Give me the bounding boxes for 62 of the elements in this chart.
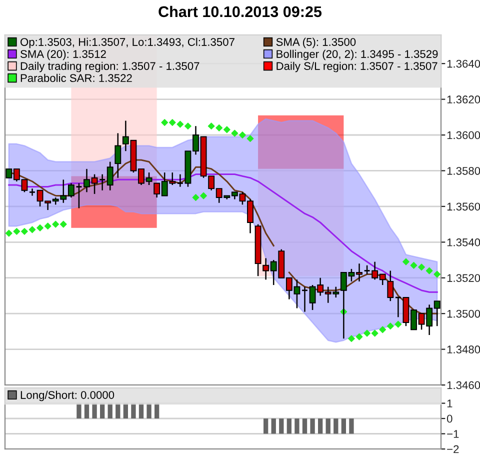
point <box>246 135 254 142</box>
point <box>28 226 36 234</box>
point <box>200 192 207 200</box>
point <box>223 126 230 134</box>
point <box>348 335 355 342</box>
point <box>434 270 441 278</box>
legend-label: Op:1.3503, Hi:1.3507, Lo:1.3493, Cl:1.3507 <box>20 38 234 48</box>
point <box>386 322 394 330</box>
y-tick-label: 1.3580 <box>447 166 480 175</box>
candlestick <box>114 132 122 178</box>
point <box>208 122 215 130</box>
candlestick <box>387 270 394 302</box>
point <box>60 220 67 228</box>
point <box>216 124 223 132</box>
candlestick <box>106 161 114 191</box>
point <box>410 262 418 269</box>
legend-label: SMA (20): 1.3512 <box>20 50 106 60</box>
legend-label: Bollinger (20, 2): 1.3495 - 1.3529 <box>276 50 438 60</box>
y-tick-label: 1.3560 <box>447 202 480 211</box>
y-tick-label: 1.3520 <box>447 274 480 282</box>
candlestick <box>176 174 184 188</box>
point <box>356 333 363 340</box>
y-tick-label: 1.3480 <box>447 346 480 354</box>
point <box>44 222 52 230</box>
y-tick-label: 1.3500 <box>447 310 480 318</box>
point <box>394 320 402 328</box>
y-tick-label: 0 <box>446 414 452 423</box>
y-tick-label: 1.3540 <box>447 238 480 246</box>
point <box>161 119 168 126</box>
y-tick-label: 1.3460 <box>447 381 480 390</box>
legend-label: SMA (5): 1.3500 <box>276 38 356 48</box>
point <box>176 120 184 128</box>
legend-label: Parabolic SAR: 1.3522 <box>20 74 132 82</box>
point <box>184 122 192 130</box>
point <box>168 119 176 126</box>
legend-label: Daily S/L region: 1.3507 - 1.3507 <box>276 62 438 72</box>
y-tick-label: 1.3600 <box>447 131 480 140</box>
point <box>379 326 386 334</box>
y-tick-label: 1.3640 <box>447 60 480 68</box>
point <box>239 132 246 138</box>
point <box>36 224 44 232</box>
candlestick <box>301 286 308 312</box>
legend-label: Long/Short: 0.0000 <box>20 390 114 402</box>
legend-label: Daily trading region: 1.3507 - 1.3507 <box>20 62 200 72</box>
point <box>426 267 433 274</box>
point <box>192 194 200 201</box>
candlestick <box>98 174 106 191</box>
point <box>52 220 60 228</box>
point <box>418 264 425 271</box>
y-tick-label: −2 <box>447 445 459 454</box>
point <box>21 228 28 235</box>
chart-title: Chart 10.10.2013 09:25 <box>158 6 322 18</box>
y-tick-label: −1 <box>447 430 459 438</box>
point <box>364 330 370 337</box>
point <box>13 228 20 235</box>
point <box>402 258 410 266</box>
point <box>371 330 378 337</box>
y-tick-label: 1 <box>447 400 452 408</box>
point <box>5 230 12 237</box>
y-tick-label: 1.3620 <box>447 96 480 104</box>
point <box>231 130 238 137</box>
candlestick <box>28 188 36 196</box>
